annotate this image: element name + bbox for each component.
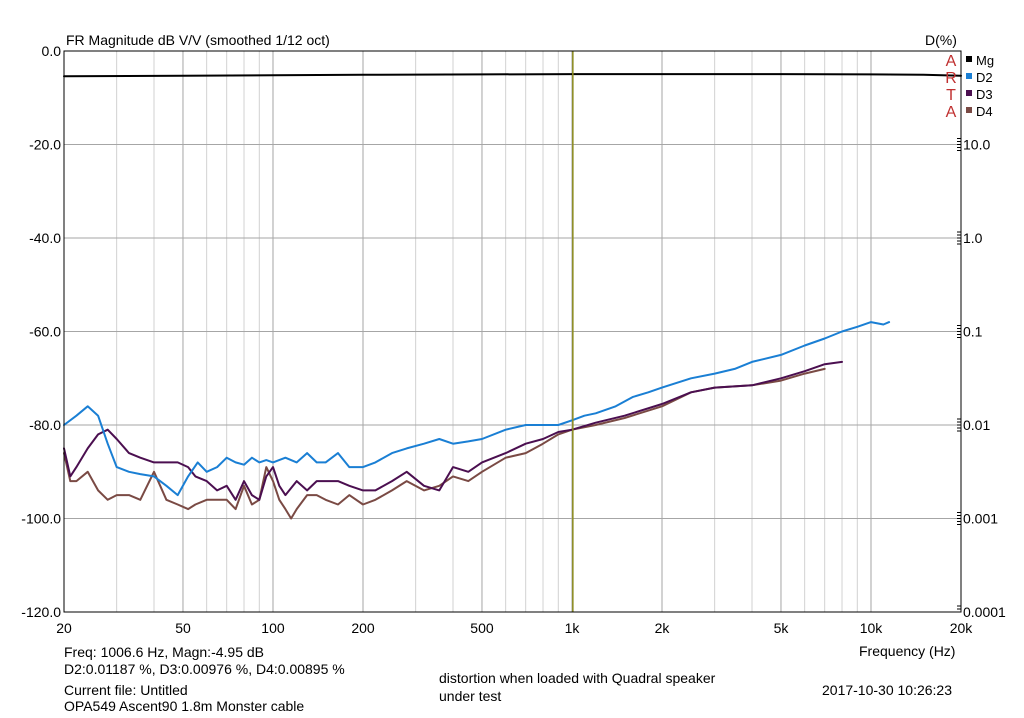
measurement-note-line2: under test xyxy=(439,688,502,704)
legend-swatch-d3[interactable] xyxy=(966,90,972,96)
x-tick-label: 20 xyxy=(56,620,72,636)
right-tick-label: 1.0 xyxy=(963,230,983,246)
x-tick-label: 5k xyxy=(774,620,790,636)
y-tick-label: -20.0 xyxy=(29,137,61,153)
legend-swatch-d2[interactable] xyxy=(966,73,972,79)
arta-letter: A xyxy=(946,53,957,70)
x-tick-label: 500 xyxy=(470,620,494,636)
series-mg-line xyxy=(63,73,962,78)
measurement-note-line1: distortion when loaded with Quadral spea… xyxy=(439,670,716,686)
x-tick-label: 100 xyxy=(261,620,285,636)
legend-label-mg[interactable]: Mg xyxy=(976,53,994,68)
legend-swatch-d4[interactable] xyxy=(966,107,972,113)
current-file: Current file: Untitled xyxy=(64,682,188,698)
series-layer xyxy=(63,73,962,520)
timestamp: 2017-10-30 10:26:23 xyxy=(822,682,952,698)
axis-ticks: 20 50 100 200 500 1k 2k 5k 10k 20k 0.0 -20.0 -40.0 -6… xyxy=(21,43,1006,636)
legend[interactable]: Mg D2 D3 D4 xyxy=(966,53,994,119)
series-d2-line xyxy=(63,321,891,497)
x-tick-label: 10k xyxy=(860,620,884,636)
series-d3-line xyxy=(63,360,843,501)
arta-letter: R xyxy=(945,70,957,87)
legend-swatch-mg[interactable] xyxy=(966,56,972,62)
x-tick-label: 2k xyxy=(655,620,671,636)
x-tick-label: 200 xyxy=(351,620,375,636)
y-tick-label: 0.0 xyxy=(42,43,62,59)
y-tick-label: -80.0 xyxy=(29,417,61,433)
major-gridlines xyxy=(64,51,961,612)
series-d4-line xyxy=(63,367,826,520)
x-tick-label: 50 xyxy=(175,620,191,636)
y-tick-label: -100.0 xyxy=(21,511,61,527)
right-tick-label: 0.0001 xyxy=(963,604,1006,620)
cursor-readout-distortion: D2:0.01187 %, D3:0.00976 %, D4:0.00895 % xyxy=(64,661,345,677)
chart-title: FR Magnitude dB V/V (smoothed 1/12 oct) xyxy=(66,32,330,48)
right-tick-label: 0.01 xyxy=(963,417,990,433)
arta-letter: T xyxy=(946,87,956,104)
right-tick-label: 10.0 xyxy=(963,137,990,153)
right-tick-label: 0.1 xyxy=(963,324,983,340)
right-axis-label: D(%) xyxy=(925,32,957,48)
y-tick-label: -60.0 xyxy=(29,324,61,340)
legend-label-d4[interactable]: D4 xyxy=(976,104,993,119)
x-tick-label: 1k xyxy=(565,620,581,636)
legend-label-d3[interactable]: D3 xyxy=(976,87,993,102)
x-axis-label: Frequency (Hz) xyxy=(859,643,956,659)
y-tick-label: -40.0 xyxy=(29,230,61,246)
x-tick-label: 20k xyxy=(950,620,974,636)
legend-label-d2[interactable]: D2 xyxy=(976,70,993,85)
y-tick-label: -120.0 xyxy=(21,604,61,620)
measurement-description: OPA549 Ascent90 1.8m Monster cable xyxy=(64,698,305,714)
cursor-readout-frequency: Freq: 1006.6 Hz, Magn:-4.95 dB xyxy=(64,644,264,660)
right-tick-label: 0.001 xyxy=(963,511,998,527)
arta-letter: A xyxy=(946,104,957,121)
